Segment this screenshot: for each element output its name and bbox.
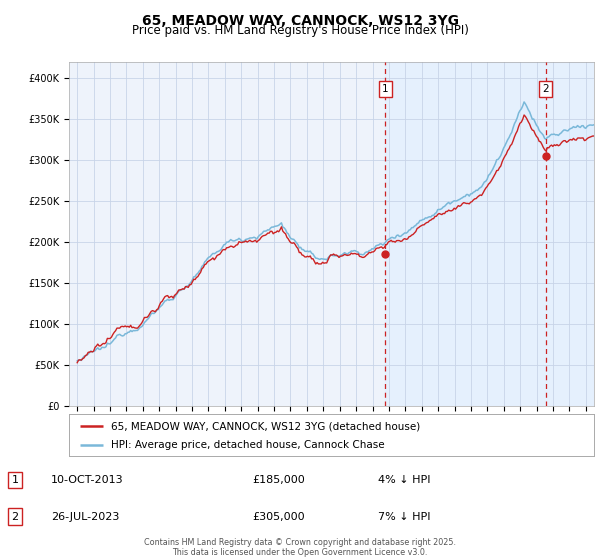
Text: 7% ↓ HPI: 7% ↓ HPI bbox=[378, 512, 431, 521]
Text: 1: 1 bbox=[382, 84, 389, 94]
Text: Price paid vs. HM Land Registry's House Price Index (HPI): Price paid vs. HM Land Registry's House … bbox=[131, 24, 469, 37]
Text: 4% ↓ HPI: 4% ↓ HPI bbox=[378, 475, 431, 485]
Text: 2: 2 bbox=[11, 512, 19, 521]
Text: HPI: Average price, detached house, Cannock Chase: HPI: Average price, detached house, Cann… bbox=[111, 440, 385, 450]
Text: 2: 2 bbox=[542, 84, 549, 94]
Text: £305,000: £305,000 bbox=[252, 512, 305, 521]
Text: Contains HM Land Registry data © Crown copyright and database right 2025.
This d: Contains HM Land Registry data © Crown c… bbox=[144, 538, 456, 557]
Text: 1: 1 bbox=[11, 475, 19, 485]
Text: 65, MEADOW WAY, CANNOCK, WS12 3YG (detached house): 65, MEADOW WAY, CANNOCK, WS12 3YG (detac… bbox=[111, 421, 420, 431]
Text: 10-OCT-2013: 10-OCT-2013 bbox=[51, 475, 124, 485]
Text: 65, MEADOW WAY, CANNOCK, WS12 3YG: 65, MEADOW WAY, CANNOCK, WS12 3YG bbox=[142, 14, 458, 28]
Text: £185,000: £185,000 bbox=[252, 475, 305, 485]
Text: 26-JUL-2023: 26-JUL-2023 bbox=[51, 512, 119, 521]
Bar bbox=[385, 62, 594, 406]
